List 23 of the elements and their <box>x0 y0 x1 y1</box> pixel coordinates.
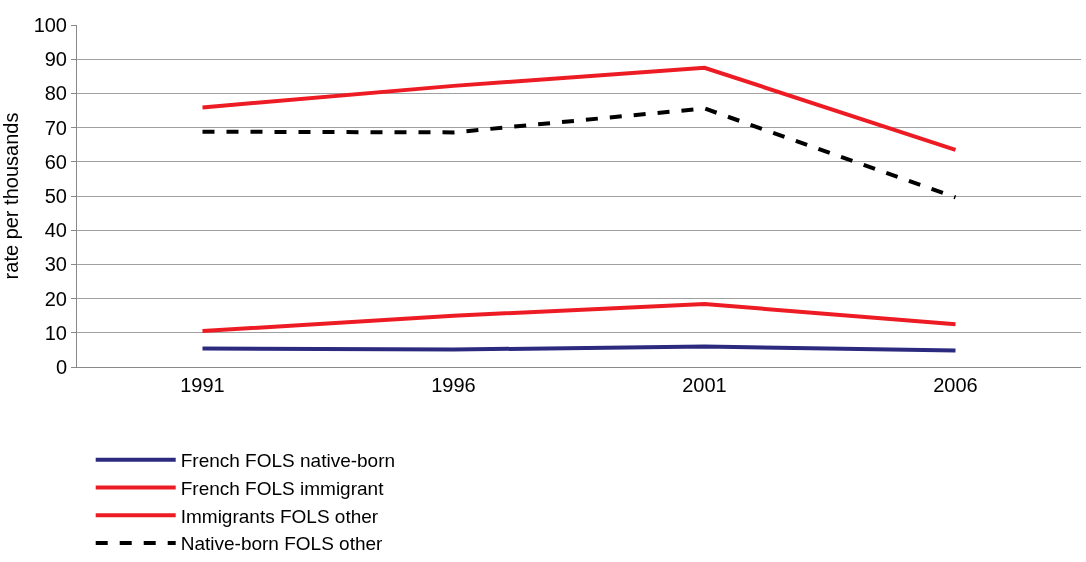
y-tick-label: 10 <box>44 321 67 344</box>
y-axis-title: rate per thousands <box>0 112 22 280</box>
x-tick-label: 1996 <box>431 374 476 396</box>
legend-label: French FOLS immigrant <box>180 477 385 499</box>
line-series <box>200 106 958 200</box>
y-tick-label: 90 <box>44 48 67 71</box>
y-tick-label: 60 <box>44 150 67 173</box>
line-series <box>200 65 958 152</box>
legend-label: Native-born FOLS other <box>180 533 384 555</box>
y-tick-label: 80 <box>44 82 67 105</box>
y-tick-label: 50 <box>44 185 67 207</box>
y-tick-label: 100 <box>33 14 67 36</box>
legend-label: Immigrants FOLS other <box>180 505 379 527</box>
y-tick-label: 20 <box>44 287 67 310</box>
y-tick-label: 0 <box>55 356 67 378</box>
y-tick-label: 30 <box>44 253 67 276</box>
x-tick-label: 2001 <box>682 374 727 396</box>
y-tick-label: 70 <box>44 116 67 139</box>
line-series <box>200 302 958 334</box>
x-tick-label: 1991 <box>180 374 225 396</box>
legend-label: French FOLS native-born <box>180 450 396 472</box>
y-tick-label: 40 <box>44 219 67 242</box>
x-tick-label: 2006 <box>933 374 978 396</box>
